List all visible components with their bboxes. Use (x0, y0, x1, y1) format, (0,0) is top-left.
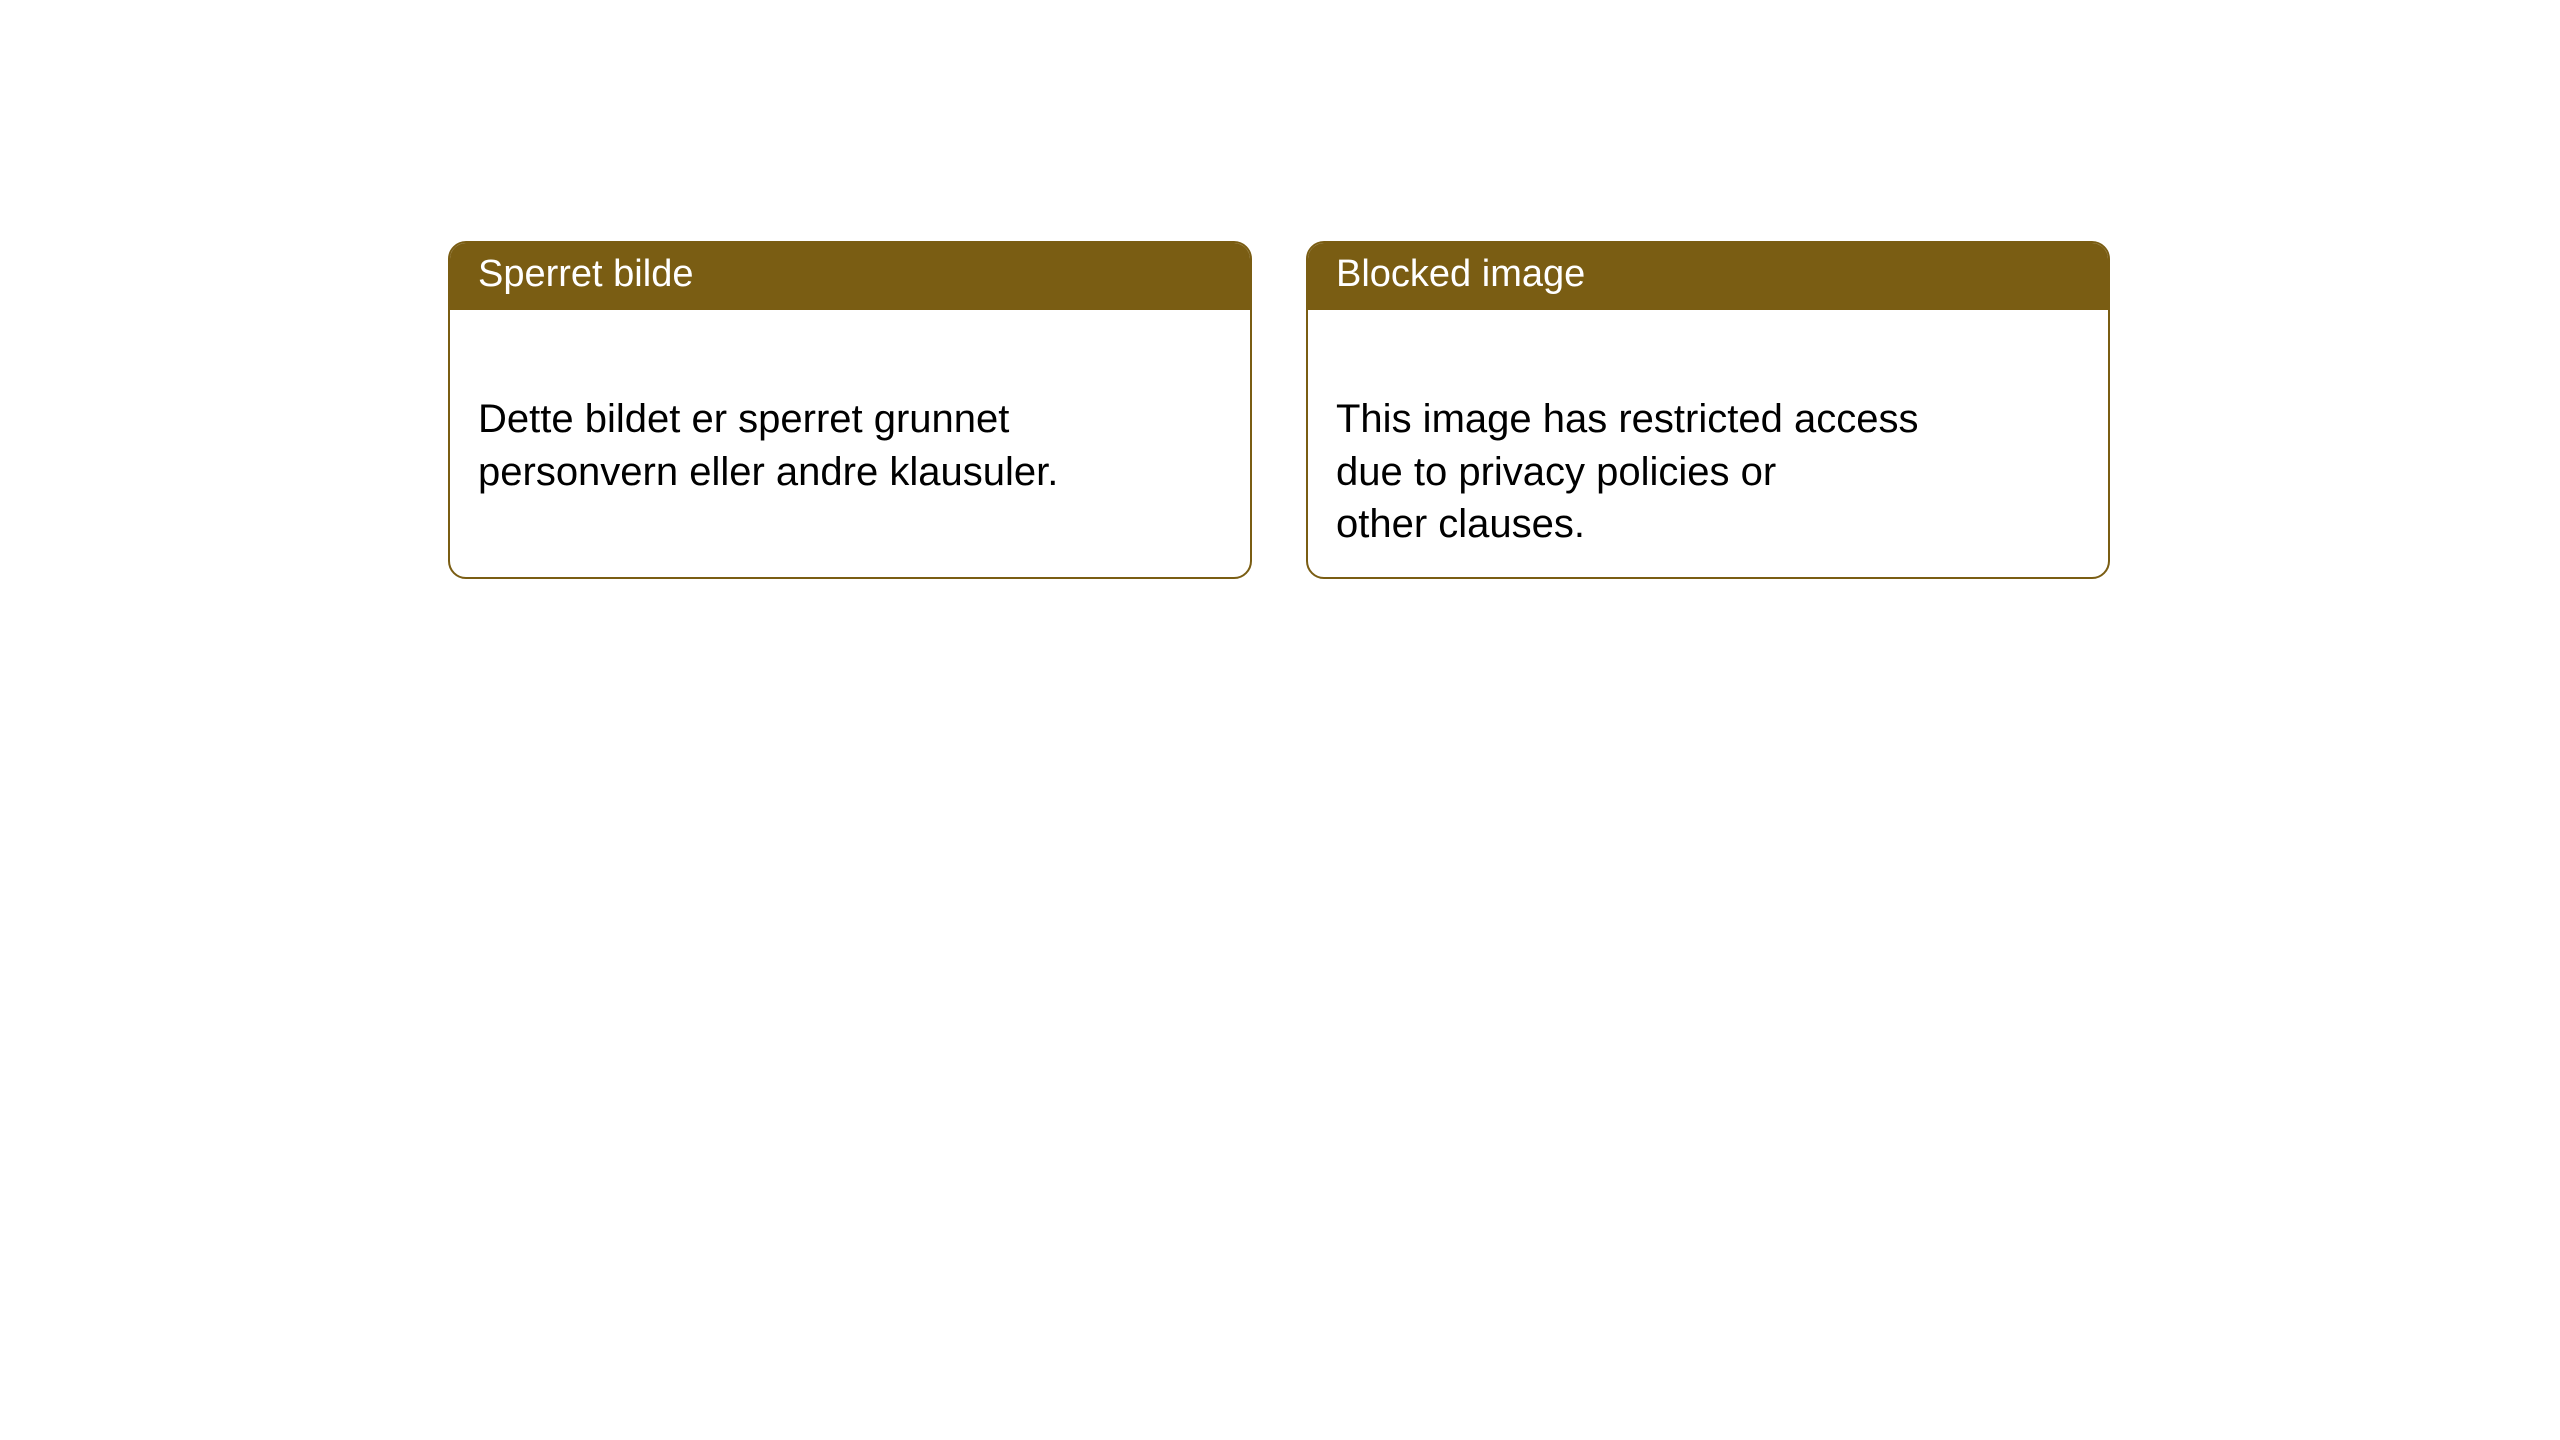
notice-message: This image has restricted access due to … (1336, 397, 1918, 547)
notice-header-english: Blocked image (1308, 243, 2108, 310)
notice-header-norwegian: Sperret bilde (450, 243, 1250, 310)
notice-card-norwegian: Sperret bilde Dette bildet er sperret gr… (448, 241, 1252, 579)
notice-title: Blocked image (1336, 253, 1585, 295)
notice-message: Dette bildet er sperret grunnet personve… (478, 397, 1058, 494)
notice-body-english: This image has restricted access due to … (1308, 310, 2108, 579)
notice-title: Sperret bilde (478, 253, 693, 295)
notice-body-norwegian: Dette bildet er sperret grunnet personve… (450, 310, 1250, 528)
notice-card-english: Blocked image This image has restricted … (1306, 241, 2110, 579)
notice-container: Sperret bilde Dette bildet er sperret gr… (448, 241, 2110, 579)
